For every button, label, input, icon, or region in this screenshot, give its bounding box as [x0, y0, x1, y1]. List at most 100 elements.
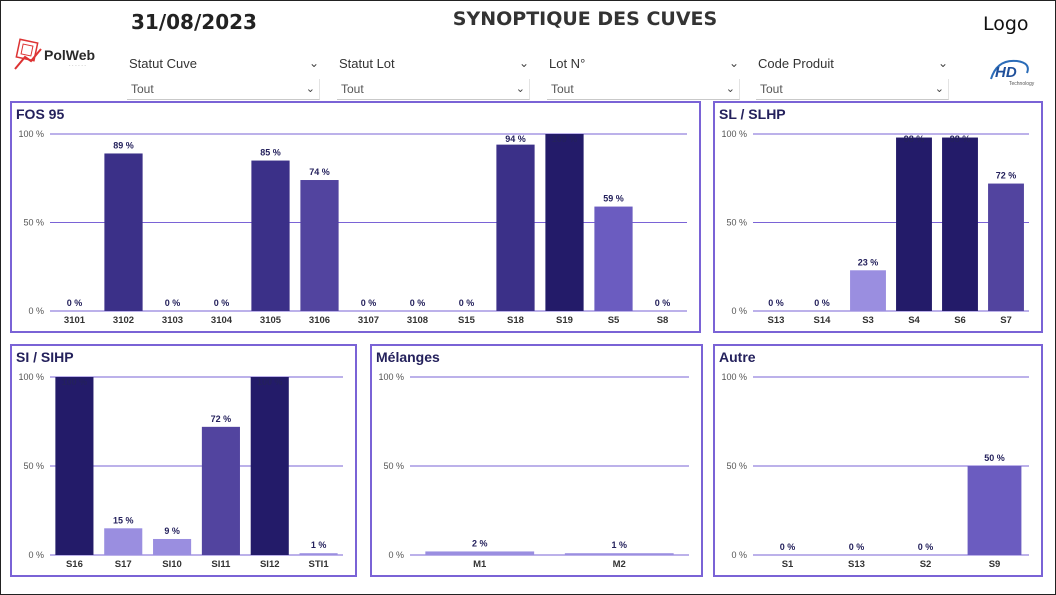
report-date: 31/08/2023	[131, 10, 257, 34]
y-tick-label: 50 %	[726, 218, 747, 228]
x-tick-label: S5	[608, 315, 620, 326]
statut-lot-select[interactable]: Tout ⌄	[337, 79, 530, 100]
data-label: 1 %	[611, 540, 627, 550]
data-label: 0 %	[410, 298, 426, 308]
x-tick-label: STI1	[309, 559, 330, 570]
data-label: 74 %	[309, 167, 330, 177]
data-label: 98 %	[950, 134, 971, 144]
data-label: 0 %	[67, 298, 83, 308]
y-tick-label: 100 %	[378, 372, 404, 382]
chevron-down-icon[interactable]: ⌄	[937, 56, 948, 70]
code-produit-select[interactable]: Tout ⌄	[756, 79, 949, 100]
y-tick-label: 100 %	[721, 372, 747, 382]
data-label: 0 %	[918, 542, 934, 552]
y-tick-label: 0 %	[388, 550, 404, 560]
chart-title: Mélanges	[376, 349, 440, 365]
x-tick-label: SI11	[211, 559, 231, 570]
bar	[250, 377, 289, 555]
lot-n-select[interactable]: Tout ⌄	[547, 79, 740, 100]
data-label: 0 %	[768, 298, 784, 308]
polweb-logo: PolWeb · · · · · ·	[13, 37, 103, 73]
hd-technology-logo-icon: HD Technology	[990, 59, 1035, 87]
y-tick-label: 100 %	[721, 129, 747, 139]
x-tick-label: S7	[1000, 315, 1012, 326]
filter-label: Lot N°	[549, 56, 586, 71]
x-tick-label: S16	[66, 559, 83, 570]
chart-title: SL / SLHP	[719, 106, 786, 122]
data-label: 0 %	[849, 542, 865, 552]
y-tick-label: 0 %	[28, 306, 44, 316]
x-tick-label: 3107	[358, 315, 379, 326]
x-tick-label: S13	[768, 315, 785, 326]
bar	[594, 206, 633, 311]
bar	[425, 551, 535, 555]
y-tick-label: 0 %	[28, 550, 44, 560]
data-label: 0 %	[780, 542, 796, 552]
svg-text:Technology: Technology	[1009, 81, 1035, 87]
chevron-down-icon[interactable]: ⌄	[934, 83, 944, 95]
data-label: 109 %	[552, 134, 578, 144]
bar	[300, 180, 339, 311]
bar	[564, 553, 674, 555]
y-tick-label: 50 %	[726, 461, 747, 471]
chevron-down-icon[interactable]: ⌄	[518, 56, 529, 70]
bar	[104, 153, 143, 311]
chevron-down-icon[interactable]: ⌄	[515, 83, 525, 95]
x-tick-label: S13	[848, 559, 865, 570]
data-label: 0 %	[459, 298, 475, 308]
chevron-down-icon[interactable]: ⌄	[728, 56, 739, 70]
y-tick-label: 100 %	[18, 372, 44, 382]
x-tick-label: S2	[920, 559, 932, 570]
x-tick-label: S15	[458, 315, 476, 326]
statut-cuve-select[interactable]: Tout ⌄	[127, 79, 320, 100]
data-label: 15 %	[113, 515, 134, 525]
bar	[850, 270, 886, 311]
y-tick-label: 100 %	[18, 129, 44, 139]
hd-technology-logo: HD Technology	[987, 55, 1035, 89]
x-tick-label: S4	[908, 315, 920, 326]
data-label: 0 %	[165, 298, 181, 308]
logo-placeholder: Logo	[983, 13, 1029, 35]
data-label: 94 %	[505, 134, 526, 144]
chart-title: Autre	[719, 349, 756, 365]
x-tick-label: S6	[954, 315, 966, 326]
filter-statut-lot[interactable]: Statut Lot ⌄ Tout ⌄	[337, 51, 531, 101]
bar	[55, 377, 94, 555]
chart-title: FOS 95	[16, 106, 65, 122]
data-label: 59 %	[603, 194, 624, 204]
svg-text:HD: HD	[995, 64, 1017, 81]
bar-chart-si-sihp: 0 % 50 % 100 % 100 % S16 15 % S17 9 % SI10 72 % SI…	[18, 372, 343, 570]
x-tick-label: 3104	[211, 315, 233, 326]
x-tick-label: M2	[613, 559, 626, 570]
chevron-down-icon[interactable]: ⌄	[305, 83, 315, 95]
x-tick-label: S1	[782, 559, 794, 570]
chevron-down-icon[interactable]: ⌄	[308, 56, 319, 70]
x-tick-label: S14	[814, 315, 832, 326]
filter-code-produit[interactable]: Code Produit ⌄ Tout ⌄	[756, 51, 950, 101]
data-label: 0 %	[214, 298, 230, 308]
x-tick-label: 3101	[64, 315, 86, 326]
bar	[967, 466, 1022, 555]
data-label: 100 %	[257, 377, 283, 387]
x-tick-label: 3103	[162, 315, 183, 326]
x-tick-label: 3105	[260, 315, 282, 326]
chevron-down-icon[interactable]: ⌄	[725, 83, 735, 95]
x-tick-label: S9	[989, 559, 1001, 570]
data-label: 23 %	[858, 257, 879, 267]
filter-lot-n[interactable]: Lot N° ⌄ Tout ⌄	[547, 51, 741, 101]
chart-panel-si-sihp: SI / SIHP 0 % 50 % 100 % 100 % S16 15 % S17 9 %…	[10, 344, 357, 577]
chart-panel-melanges: Mélanges 0 % 50 % 100 % 2 % M1 1 % M2	[370, 344, 703, 577]
chart-title: SI / SIHP	[16, 349, 74, 365]
data-label: 100 %	[62, 377, 88, 387]
filter-statut-cuve[interactable]: Statut Cuve ⌄ Tout ⌄	[127, 51, 321, 101]
data-label: 98 %	[904, 134, 925, 144]
filter-label: Statut Lot	[339, 56, 395, 71]
bar	[201, 426, 240, 555]
data-label: 0 %	[814, 298, 830, 308]
bar	[942, 137, 978, 311]
select-value: Tout	[760, 82, 783, 96]
polweb-logo-text: PolWeb	[44, 47, 96, 63]
x-tick-label: SI10	[162, 559, 182, 570]
polweb-mark-icon	[14, 38, 42, 70]
